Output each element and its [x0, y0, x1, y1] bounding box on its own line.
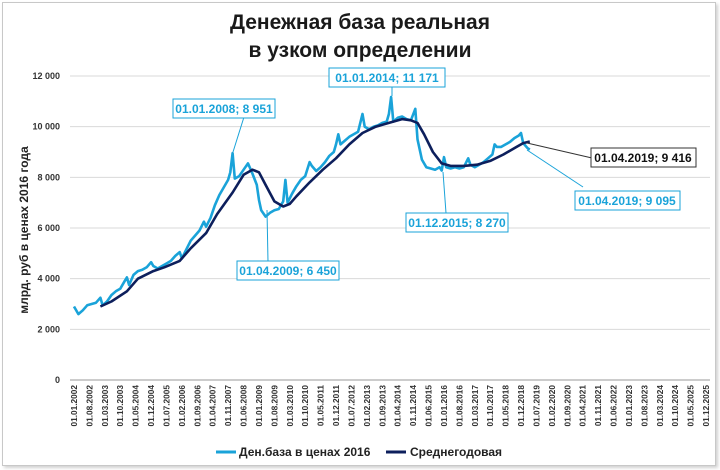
annotation-2009-trough-label: 01.04.2009; 6 450	[239, 264, 337, 278]
y-tick-label: 12 000	[32, 71, 60, 81]
y-tick-label: 2 000	[37, 324, 60, 334]
x-axis-ticks: 01.01.2002 01.08.2002 01.03.2003 01.10.2003…	[69, 385, 711, 427]
x-tick-label: 01.08.2016	[454, 385, 464, 427]
legend-label-money-base: Ден.база в ценах 2016	[239, 445, 371, 459]
x-tick-label: 01.06.2022	[609, 385, 619, 427]
annotation-2019-average: 01.04.2019; 9 416	[590, 147, 697, 168]
x-tick-label: 01.02.2013	[362, 385, 372, 427]
x-tick-label: 01.11.2021	[593, 385, 603, 426]
annotation-2014-peak-label: 01.01.2014; 11 171	[335, 71, 439, 85]
x-tick-label: 01.05.2011	[316, 385, 326, 426]
x-tick-label: 01.08.2023	[639, 385, 649, 427]
x-tick-label: 01.12.2004	[146, 385, 156, 427]
x-tick-label: 01.12.2018	[516, 385, 526, 427]
x-tick-label: 01.08.2009	[269, 385, 279, 427]
series-line-money-base	[72, 95, 531, 316]
x-tick-label: 01.05.2004	[131, 385, 141, 427]
y-tick-label: 8 000	[37, 172, 60, 182]
x-tick-label: 01.03.2017	[470, 385, 480, 427]
annotation-2019-last-label: 01.04.2019; 9 095	[578, 194, 676, 208]
legend: Ден.база в ценах 2016 Среднегодовая	[216, 445, 502, 459]
annotation-2008-peak-label: 01.01.2008; 8 951	[175, 102, 273, 116]
y-axis-label: млрд. руб в ценах 2016 года	[17, 146, 31, 314]
x-tick-label: 01.01.2009	[254, 385, 264, 427]
x-tick-label: 01.01.2023	[624, 385, 634, 427]
chart-title-line-2: в узком определении	[248, 39, 471, 62]
annotation-2015-trough: 01.12.2015; 8 270	[405, 212, 509, 233]
x-tick-label: 01.10.2017	[485, 385, 495, 427]
x-tick-label: 01.09.2020	[562, 385, 572, 427]
x-tick-label: 01.03.2024	[655, 385, 665, 427]
legend-label-annual-average: Среднегодовая	[410, 445, 502, 459]
y-tick-label: 10 000	[32, 122, 60, 132]
y-tick-label: 0	[55, 375, 60, 385]
x-tick-label: 01.11.2007	[223, 385, 233, 426]
annotation-2019-last: 01.04.2019; 9 095	[574, 190, 681, 211]
x-tick-label: 01.09.2006	[192, 385, 202, 427]
y-tick-label: 6 000	[37, 223, 60, 233]
x-tick-label: 01.04.2021	[578, 385, 588, 427]
chart-title-line-1: Денежная база реальная	[230, 11, 490, 34]
annotation-2019-average-label: 01.04.2019; 9 416	[594, 151, 692, 165]
x-tick-label: 01.07.2019	[531, 385, 541, 427]
x-tick-label: 01.06.2008	[239, 385, 249, 427]
annotation-2015-trough-label: 01.12.2015; 8 270	[408, 216, 506, 230]
y-tick-label: 4 000	[37, 274, 60, 284]
x-tick-label: 01.04.2014	[393, 385, 403, 427]
x-tick-label: 01.06.2015	[424, 385, 434, 427]
x-tick-label: 01.12.2025	[701, 385, 711, 427]
x-tick-label: 01.01.2016	[439, 385, 449, 427]
series-line-annual-average	[99, 117, 531, 308]
annotation-2009-trough: 01.04.2009; 6 450	[236, 260, 340, 281]
x-tick-label: 01.03.2010	[285, 385, 295, 427]
x-tick-label: 01.07.2005	[161, 385, 171, 427]
x-tick-label: 01.02.2020	[547, 385, 557, 427]
x-tick-label: 01.05.2025	[686, 385, 696, 427]
y-axis-ticks: 0 2 000 4 000 6 000 8 000 10 000 12 000	[32, 71, 60, 385]
x-tick-label: 01.12.2011	[331, 385, 341, 426]
annotation-2014-peak: 01.01.2014; 11 171	[328, 67, 446, 88]
x-tick-label: 01.09.2013	[377, 385, 387, 427]
x-tick-label: 01.07.2012	[346, 385, 356, 427]
x-tick-label: 01.10.2003	[115, 385, 125, 427]
x-tick-label: 01.04.2007	[208, 385, 218, 427]
x-tick-label: 01.10.2010	[300, 385, 310, 427]
x-tick-label: 01.08.2002	[84, 385, 94, 427]
annotation-2008-peak: 01.01.2008; 8 951	[172, 98, 276, 119]
x-tick-label: 01.03.2003	[100, 385, 110, 427]
x-tick-label: 01.05.2018	[501, 385, 511, 427]
x-tick-label: 01.10.2024	[670, 385, 680, 427]
annotation-leaders	[232, 86, 593, 263]
x-tick-label: 01.11.2014	[408, 385, 418, 426]
x-tick-label: 01.02.2006	[177, 385, 187, 427]
x-tick-label: 01.01.2002	[69, 385, 79, 427]
